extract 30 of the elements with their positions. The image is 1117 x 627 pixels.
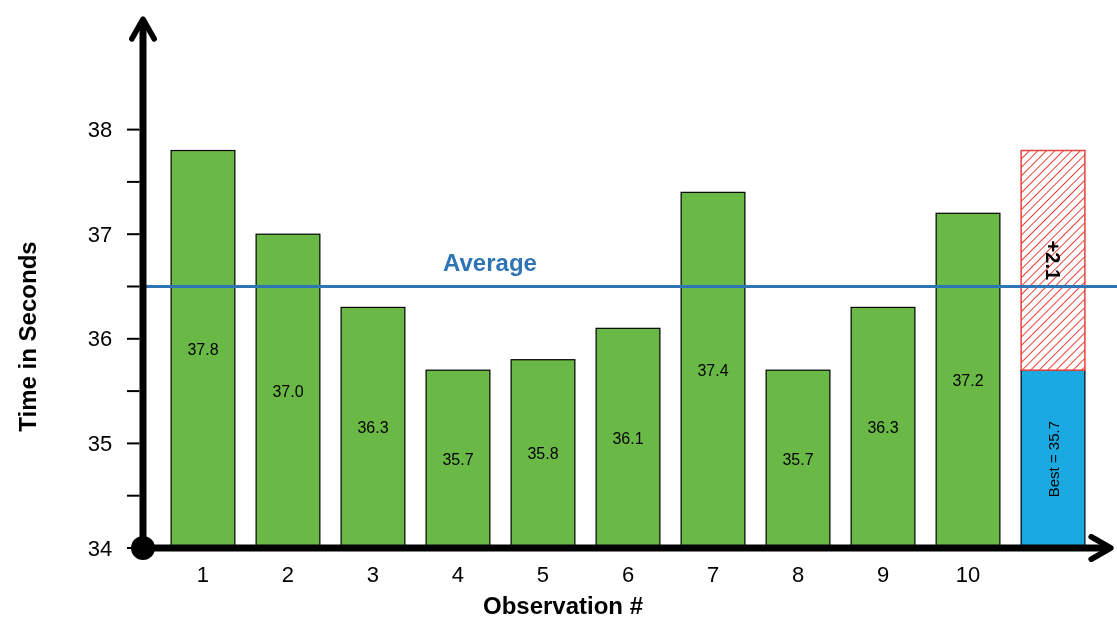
data-label: 37.2 [952, 372, 984, 390]
x-tick-label: 3 [366, 562, 380, 587]
data-label: Best = 35.7 [1044, 420, 1062, 498]
data-label: 35.7 [442, 450, 474, 468]
data-label: 37.0 [272, 382, 304, 400]
x-tick-label: 10 [955, 562, 981, 587]
data-label: 35.7 [782, 450, 814, 468]
ref-line-label: Average [443, 248, 537, 276]
data-label: +2.1 [1042, 240, 1065, 281]
y-tick-label: 38 [87, 117, 113, 143]
data-label: 36.1 [612, 429, 644, 447]
data-label: 36.3 [867, 419, 899, 437]
y-axis-title: Time in Seconds [14, 241, 41, 432]
data-label: 37.8 [187, 340, 219, 358]
x-tick-label: 2 [281, 562, 295, 587]
x-axis-title: Observation # [482, 592, 644, 619]
x-tick-label: 9 [876, 562, 890, 587]
y-tick-label: 37 [87, 221, 113, 247]
data-label: 37.4 [697, 361, 729, 379]
x-tick-label: 8 [791, 562, 805, 587]
x-tick-label: 5 [536, 562, 550, 587]
data-label: 35.8 [527, 445, 559, 463]
x-tick-label: 4 [451, 562, 465, 587]
x-tick-label: 7 [706, 562, 720, 587]
y-tick-label: 35 [87, 430, 113, 456]
x-tick-label: 6 [621, 562, 635, 587]
x-tick-label: 1 [196, 562, 210, 587]
y-tick-label: 36 [87, 326, 113, 352]
y-tick-label: 34 [87, 535, 113, 561]
data-label: 36.3 [357, 419, 389, 437]
